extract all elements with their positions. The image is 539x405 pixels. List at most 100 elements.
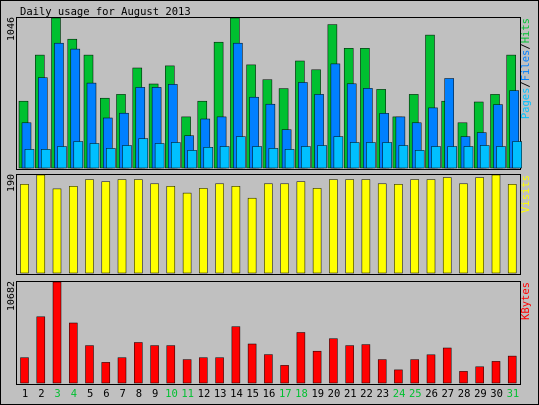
visits-bar-day-18 bbox=[296, 181, 306, 274]
legend-text: Visits bbox=[520, 175, 532, 213]
pages-bar-day-11 bbox=[187, 150, 197, 169]
x-tick-label-day-17: 17 bbox=[279, 388, 292, 400]
legend-entry-files: Files bbox=[520, 50, 532, 82]
x-tick-label-day-5: 5 bbox=[87, 388, 93, 400]
x-tick-label-day-21: 21 bbox=[344, 388, 357, 400]
visits-bar-day-10 bbox=[166, 186, 176, 274]
kbytes-bar-day-7 bbox=[117, 357, 127, 384]
x-tick-label-day-13: 13 bbox=[214, 388, 227, 400]
visits-bar-day-22 bbox=[361, 179, 371, 274]
pages-bar-day-6 bbox=[106, 148, 116, 169]
legend-text: KBytes bbox=[520, 282, 532, 320]
kbytes-bar-day-11 bbox=[182, 359, 192, 384]
kbytes-bar-day-29 bbox=[475, 366, 484, 384]
pages-bar-day-14 bbox=[236, 136, 246, 169]
kbytes-bar-day-13 bbox=[215, 357, 224, 384]
legend: Visits bbox=[520, 175, 532, 213]
pages-bar-day-5 bbox=[89, 143, 100, 169]
kbytes-bar-day-23 bbox=[377, 359, 387, 384]
visits-bar-day-20 bbox=[329, 179, 338, 274]
x-tick-label-day-19: 19 bbox=[311, 388, 324, 400]
pages-bar-day-21 bbox=[349, 142, 360, 169]
x-tick-label-day-8: 8 bbox=[136, 388, 142, 400]
pages-bar-day-17 bbox=[284, 149, 295, 169]
kbytes-bar-day-22 bbox=[361, 344, 371, 384]
visits-bar-day-15 bbox=[247, 197, 257, 274]
pages-bar-day-27 bbox=[447, 146, 457, 169]
pages-bar-day-9 bbox=[154, 143, 165, 169]
visits-bar-day-5 bbox=[85, 179, 94, 274]
pages-bar-day-31 bbox=[512, 141, 522, 169]
kbytes-bar-day-12 bbox=[199, 357, 208, 384]
pages-bar-day-18 bbox=[301, 146, 311, 169]
kbytes-bar-day-21 bbox=[345, 345, 354, 384]
x-tick-label-day-1: 1 bbox=[22, 388, 28, 400]
kbytes-bar-day-17 bbox=[280, 365, 289, 384]
pages-bar-day-26 bbox=[431, 146, 441, 169]
x-tick-label-day-7: 7 bbox=[120, 388, 126, 400]
kbytes-bar-day-27 bbox=[442, 347, 452, 384]
visits-bar-day-17 bbox=[280, 183, 289, 274]
visits-panel: 190 Visits bbox=[6, 174, 532, 275]
visits-bar-day-12 bbox=[199, 188, 208, 274]
x-tick-label-day-22: 22 bbox=[360, 388, 373, 400]
kbytes-bar-day-2 bbox=[36, 316, 46, 384]
pages-bar-day-1 bbox=[24, 149, 35, 169]
kbytes-bar-day-4 bbox=[69, 322, 78, 384]
kbytes-bar-day-30 bbox=[491, 361, 501, 384]
x-tick-label-day-28: 28 bbox=[458, 388, 471, 400]
pages-bar-day-16 bbox=[268, 148, 279, 169]
legend-separator: / bbox=[520, 43, 532, 49]
bars-group bbox=[18, 17, 522, 169]
x-tick-label-day-3: 3 bbox=[54, 388, 60, 400]
x-tick-label-day-2: 2 bbox=[38, 388, 44, 400]
visits-bar-day-27 bbox=[442, 177, 452, 274]
legend-entry-kbytes: KBytes bbox=[520, 282, 532, 320]
visits-bar-day-25 bbox=[410, 179, 419, 274]
pages-bar-day-15 bbox=[252, 146, 262, 169]
visits-bar-day-8 bbox=[134, 179, 143, 274]
pages-bar-day-20 bbox=[333, 136, 344, 169]
visits-bar-day-3 bbox=[52, 188, 62, 274]
bars-group bbox=[20, 174, 517, 274]
panel-max-label: 10682 bbox=[6, 281, 17, 311]
x-tick-label-day-18: 18 bbox=[295, 388, 308, 400]
kbytes-bar-day-10 bbox=[166, 345, 176, 384]
visits-bar-day-9 bbox=[150, 183, 159, 274]
visits-bar-day-19 bbox=[312, 188, 322, 274]
visits-bar-day-24 bbox=[394, 184, 403, 274]
pages-bar-day-13 bbox=[219, 146, 230, 169]
x-tick-label-day-24: 24 bbox=[393, 388, 406, 400]
visits-bar-day-29 bbox=[475, 177, 484, 274]
kbytes-panel: 10682 KBytes bbox=[6, 281, 532, 385]
kbytes-bar-day-28 bbox=[459, 371, 468, 384]
pages-bar-day-28 bbox=[463, 146, 474, 169]
legend-separator: / bbox=[520, 81, 532, 87]
x-tick-label-day-9: 9 bbox=[152, 388, 158, 400]
kbytes-bar-day-31 bbox=[507, 355, 517, 384]
legend-entry-pages: Pages bbox=[520, 88, 532, 120]
pages-bar-day-12 bbox=[203, 147, 214, 169]
pages-bar-day-7 bbox=[122, 145, 132, 169]
kbytes-bar-day-20 bbox=[329, 338, 338, 384]
kbytes-bar-day-6 bbox=[101, 362, 111, 384]
kbytes-bar-day-26 bbox=[426, 354, 436, 384]
kbytes-bar-day-16 bbox=[264, 354, 273, 384]
visits-bar-day-11 bbox=[182, 192, 192, 274]
pages-bar-day-29 bbox=[479, 145, 490, 169]
kbytes-bar-day-5 bbox=[85, 345, 94, 384]
x-tick-label-day-4: 4 bbox=[71, 388, 77, 400]
visits-bar-day-31 bbox=[507, 184, 517, 274]
x-tick-label-day-29: 29 bbox=[474, 388, 487, 400]
pages-bar-day-30 bbox=[496, 146, 506, 169]
hits-files-pages-panel: 1046 Pages/Files/Hits bbox=[6, 17, 532, 170]
visits-bar-day-21 bbox=[345, 179, 354, 274]
pages-bar-day-19 bbox=[317, 145, 327, 169]
kbytes-bar-day-3 bbox=[52, 281, 62, 384]
pages-bar-day-2 bbox=[41, 149, 51, 169]
kbytes-bar-day-8 bbox=[134, 342, 143, 384]
visits-bar-day-7 bbox=[117, 179, 127, 274]
legend: Pages/Files/Hits bbox=[520, 18, 532, 119]
legend: KBytes bbox=[520, 282, 532, 320]
